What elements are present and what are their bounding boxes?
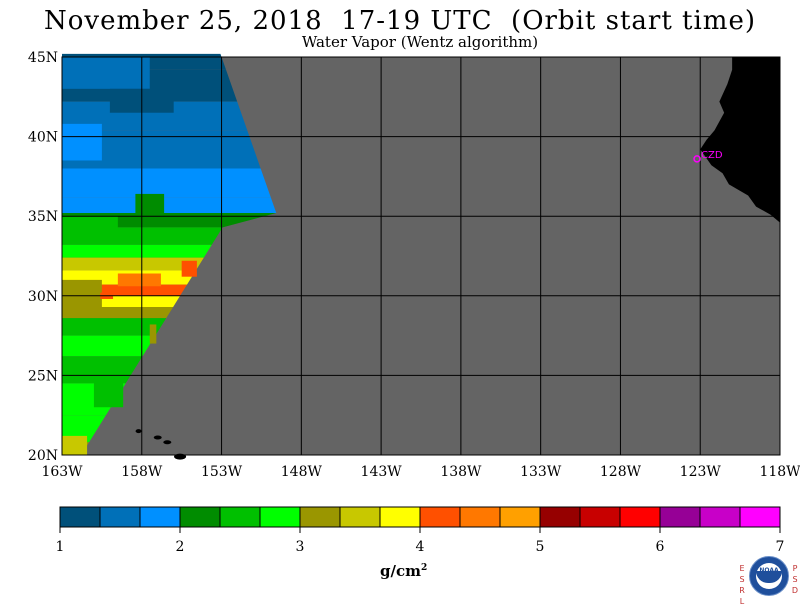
colorbar-swatch bbox=[219, 506, 261, 528]
lat-label: 35N bbox=[28, 209, 58, 225]
lon-label: 133W bbox=[520, 464, 562, 480]
vapor-patch bbox=[93, 367, 124, 408]
vapor-band bbox=[62, 101, 248, 131]
lon-label: 158W bbox=[121, 464, 163, 480]
station-label: CZD bbox=[701, 150, 723, 161]
noaa-logo-icon: NOAA bbox=[749, 556, 789, 596]
colorbar-swatch bbox=[659, 506, 701, 528]
map-subtitle: Water Vapor (Wentz algorithm) bbox=[301, 33, 539, 51]
grid-layer bbox=[61, 56, 781, 456]
vapor-patch bbox=[117, 273, 161, 287]
colorbar-swatch bbox=[739, 506, 781, 528]
colorbar-swatch bbox=[379, 506, 421, 528]
map-title: November 25, 2018 17-19 UTC (Orbit start… bbox=[43, 6, 756, 36]
vapor-patch bbox=[181, 260, 197, 277]
colorbar-tick-label: 2 bbox=[176, 539, 185, 555]
colorbar-tick-label: 4 bbox=[416, 539, 425, 555]
colorbar-tick-label: 1 bbox=[56, 539, 65, 555]
colorbar-tick-label: 5 bbox=[536, 539, 545, 555]
colorbar-swatch bbox=[259, 506, 301, 528]
vapor-band bbox=[62, 130, 261, 169]
vapor-band bbox=[62, 244, 212, 258]
map-layer bbox=[62, 53, 780, 455]
vapor-patch bbox=[62, 123, 102, 161]
colorbar-swatch bbox=[299, 506, 341, 528]
colorbar-swatch bbox=[59, 506, 101, 528]
colorbar-swatch bbox=[499, 506, 541, 528]
colorbar-swatch bbox=[619, 506, 661, 528]
vapor-patch bbox=[62, 435, 88, 455]
vapor-band bbox=[62, 168, 271, 198]
lon-label: 163W bbox=[41, 464, 83, 480]
lat-label: 30N bbox=[28, 289, 58, 305]
lon-label: 118W bbox=[759, 464, 800, 480]
vapor-patch bbox=[135, 193, 165, 217]
lon-label: 148W bbox=[281, 464, 323, 480]
lon-label: 138W bbox=[440, 464, 482, 480]
vapor-patch bbox=[62, 216, 118, 236]
colorbar-units: g/cm2 bbox=[380, 562, 428, 580]
vapor-band bbox=[62, 415, 106, 443]
land-mass bbox=[700, 57, 780, 223]
vapor-band bbox=[62, 335, 156, 357]
lat-label: 25N bbox=[28, 368, 58, 384]
lat-label: 45N bbox=[28, 50, 58, 66]
lat-label: 20N bbox=[28, 448, 58, 464]
colorbar-swatch bbox=[179, 506, 221, 528]
island bbox=[135, 429, 142, 434]
map-frame bbox=[61, 56, 781, 456]
lat-label: 40N bbox=[28, 130, 58, 146]
colorbar-tick-label: 3 bbox=[296, 539, 305, 555]
colorbar-swatch bbox=[699, 506, 741, 528]
lon-label: 143W bbox=[361, 464, 403, 480]
island bbox=[153, 435, 162, 440]
colorbar-swatch bbox=[459, 506, 501, 528]
colorbar-swatch bbox=[579, 506, 621, 528]
vapor-patch bbox=[62, 57, 150, 89]
vapor-band bbox=[62, 257, 204, 271]
colorbar-swatch bbox=[539, 506, 581, 528]
lon-label: 153W bbox=[201, 464, 243, 480]
colorbar-swatch bbox=[99, 506, 141, 528]
colorbar-tick-label: 7 bbox=[776, 539, 785, 555]
colorbar-swatch bbox=[139, 506, 181, 528]
vapor-band bbox=[62, 318, 167, 336]
station-marker-icon bbox=[693, 155, 701, 163]
colorbar-swatch bbox=[339, 506, 381, 528]
lon-label: 123W bbox=[680, 464, 722, 480]
vapor-patch bbox=[149, 324, 157, 344]
lon-label: 128W bbox=[600, 464, 642, 480]
colorbar-swatch bbox=[419, 506, 461, 528]
island bbox=[163, 440, 172, 445]
vapor-band bbox=[62, 197, 277, 214]
colorbar: 1 2 3 4 5 6 7 bbox=[56, 506, 785, 555]
station-layer: CZD bbox=[693, 150, 723, 163]
colorbar-tick-label: 6 bbox=[656, 539, 665, 555]
island bbox=[174, 453, 187, 460]
